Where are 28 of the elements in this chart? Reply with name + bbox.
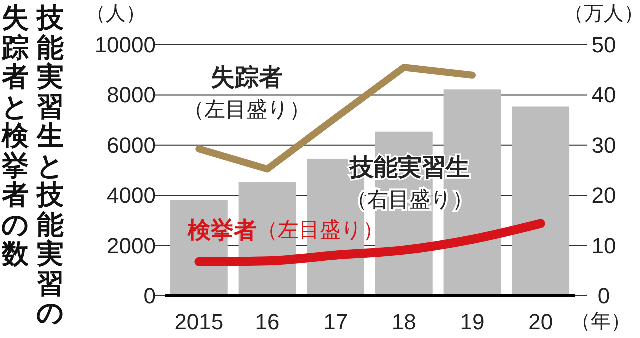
bar [512,106,570,296]
x-tick-label: 20 [528,310,554,334]
series-label: 技能実習生 [349,154,470,182]
x-tick-label: 2015 [174,310,224,334]
series-label: 検挙者 [187,217,257,243]
y-tick-label: 0 [144,284,156,308]
y-tick-label: 6000 [107,132,156,158]
y2-tick-label: 20 [592,183,616,208]
x-tick-label: 18 [392,310,416,334]
x-tick-label: 17 [324,310,348,334]
annotation: （左目盛り） [184,98,310,122]
y2-tick-label: 10 [592,233,616,258]
y2-tick-label: 50 [592,32,616,58]
annotation: （左目盛り） [257,218,384,242]
y2-tick-label: 40 [592,82,616,108]
chart-title: 技能実習生と技能実習の失踪者と検挙者の数 [2,3,64,328]
y-tick-label: 2000 [107,233,156,258]
y2-tick-label: 0 [598,284,610,308]
text: 失踪者 [211,64,283,92]
y-tick-label: 10000 [94,32,156,58]
y2-axis-title: （万人） [564,3,640,25]
y2-tick-label: 30 [592,132,616,158]
x-tick-label: 19 [460,310,485,334]
x-tick-label: 16 [255,310,280,334]
y-tick-label: 4000 [107,183,156,208]
y-axis-title: （人） [86,3,146,25]
x-axis-title: （年） [571,311,631,333]
y-tick-label: 8000 [107,82,156,108]
